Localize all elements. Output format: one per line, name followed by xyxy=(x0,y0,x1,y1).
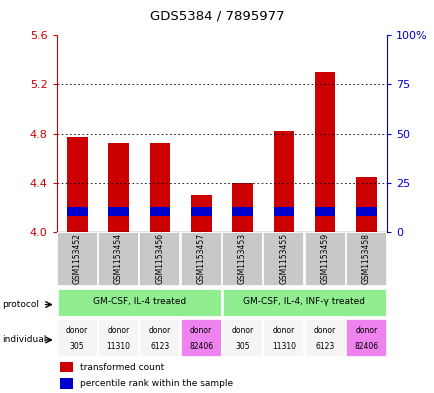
Bar xyxy=(273,131,293,232)
Text: transformed count: transformed count xyxy=(79,363,164,372)
Text: donor: donor xyxy=(313,326,335,334)
Bar xyxy=(180,319,221,357)
Text: GDS5384 / 7895977: GDS5384 / 7895977 xyxy=(150,10,284,23)
Bar xyxy=(304,232,345,286)
Bar xyxy=(149,143,170,232)
Bar xyxy=(345,232,386,286)
Bar xyxy=(232,183,252,232)
Bar xyxy=(149,207,170,216)
Text: 305: 305 xyxy=(235,342,249,351)
Text: donor: donor xyxy=(190,326,212,334)
Text: GSM1153453: GSM1153453 xyxy=(237,233,247,284)
Bar xyxy=(56,288,221,317)
Bar xyxy=(314,72,335,232)
Bar xyxy=(98,232,139,286)
Text: GSM1153459: GSM1153459 xyxy=(320,233,329,284)
Text: percentile rank within the sample: percentile rank within the sample xyxy=(79,379,232,388)
Text: 11310: 11310 xyxy=(106,342,130,351)
Text: 82406: 82406 xyxy=(354,342,378,351)
Text: donor: donor xyxy=(355,326,377,334)
Text: donor: donor xyxy=(107,326,129,334)
Text: donor: donor xyxy=(148,326,171,334)
Bar xyxy=(191,195,211,232)
Text: GSM1153458: GSM1153458 xyxy=(361,233,370,284)
Bar xyxy=(355,176,376,232)
Bar xyxy=(56,319,98,357)
Bar xyxy=(314,207,335,216)
Bar xyxy=(304,319,345,357)
Text: GSM1153456: GSM1153456 xyxy=(155,233,164,284)
Text: GSM1153457: GSM1153457 xyxy=(196,233,205,284)
Text: GSM1153454: GSM1153454 xyxy=(114,233,123,284)
Bar xyxy=(98,319,139,357)
Bar xyxy=(221,319,263,357)
Text: GM-CSF, IL-4, INF-γ treated: GM-CSF, IL-4, INF-γ treated xyxy=(243,298,365,307)
Bar xyxy=(60,362,73,373)
Bar xyxy=(67,207,87,216)
Bar xyxy=(355,207,376,216)
Text: donor: donor xyxy=(231,326,253,334)
Text: 82406: 82406 xyxy=(189,342,213,351)
Text: 6123: 6123 xyxy=(150,342,169,351)
Bar xyxy=(221,232,263,286)
Bar xyxy=(191,207,211,216)
Bar xyxy=(345,319,386,357)
Bar xyxy=(263,232,304,286)
Text: 6123: 6123 xyxy=(315,342,334,351)
Bar xyxy=(139,232,180,286)
Bar xyxy=(221,288,386,317)
Bar xyxy=(108,207,128,216)
Bar xyxy=(180,232,221,286)
Bar xyxy=(139,319,180,357)
Text: GSM1153452: GSM1153452 xyxy=(72,233,82,284)
Text: donor: donor xyxy=(272,326,294,334)
Text: protocol: protocol xyxy=(2,300,39,309)
Bar xyxy=(232,207,252,216)
Bar xyxy=(56,232,98,286)
Text: GM-CSF, IL-4 treated: GM-CSF, IL-4 treated xyxy=(92,298,185,307)
Bar xyxy=(263,319,304,357)
Text: GSM1153455: GSM1153455 xyxy=(279,233,288,284)
Text: individual: individual xyxy=(2,336,46,344)
Text: 305: 305 xyxy=(70,342,84,351)
Text: 11310: 11310 xyxy=(271,342,295,351)
Text: donor: donor xyxy=(66,326,88,334)
Bar xyxy=(67,137,87,232)
Bar xyxy=(273,207,293,216)
Bar xyxy=(60,378,73,389)
Bar xyxy=(108,143,128,232)
